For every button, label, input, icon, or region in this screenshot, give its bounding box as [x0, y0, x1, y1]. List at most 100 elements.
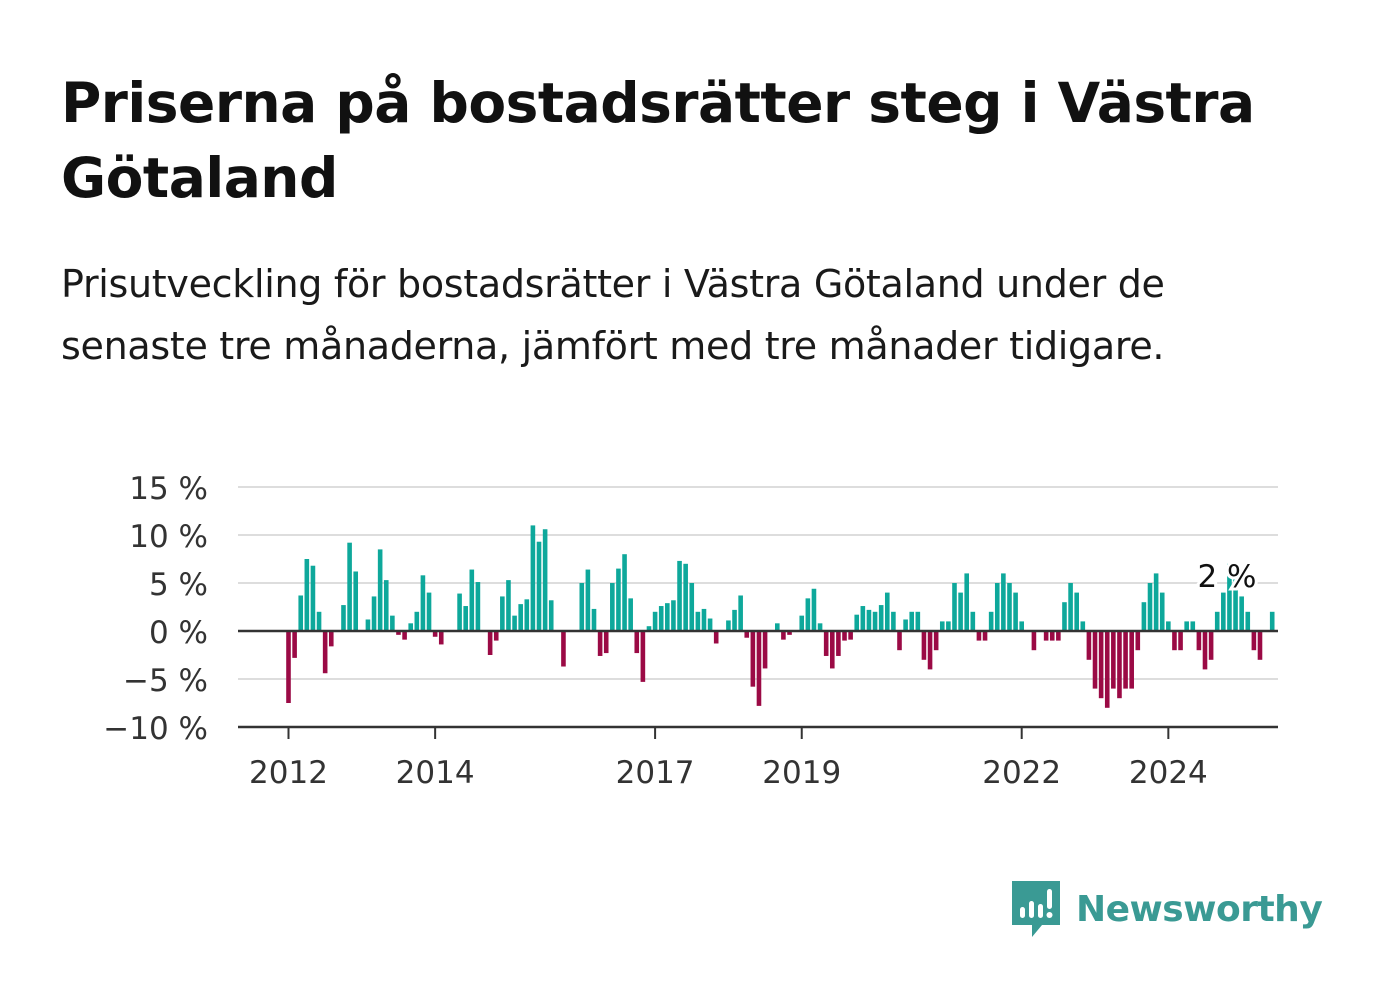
bar — [646, 626, 652, 631]
bar — [1092, 631, 1098, 689]
bar — [457, 593, 462, 631]
x-tick-label: 2024 — [1129, 755, 1208, 791]
bar — [994, 583, 1000, 631]
bar — [671, 600, 676, 631]
newsworthy-logo-icon — [1012, 881, 1060, 937]
bar — [463, 606, 468, 631]
bar — [524, 599, 530, 631]
bar — [665, 603, 670, 631]
bar — [438, 631, 444, 645]
bar — [365, 619, 371, 631]
bar — [829, 631, 835, 669]
bar — [1227, 563, 1232, 631]
y-tick-label: 15 % — [129, 471, 208, 507]
bar — [353, 571, 359, 631]
bar — [1056, 631, 1061, 641]
bar — [512, 615, 517, 631]
x-tick-label: 2014 — [396, 755, 475, 791]
bar — [891, 611, 896, 631]
bar — [1172, 631, 1177, 651]
bar — [976, 631, 982, 641]
bar — [866, 609, 872, 631]
bar — [842, 631, 847, 641]
x-tick-label: 2019 — [762, 755, 841, 791]
bar — [958, 592, 963, 631]
bar — [726, 620, 731, 631]
bar — [811, 588, 817, 631]
bar — [408, 623, 413, 631]
bar — [652, 611, 658, 631]
bar — [432, 631, 438, 637]
bar — [1190, 621, 1196, 631]
bar — [658, 606, 664, 631]
bar — [640, 631, 646, 682]
bar — [634, 631, 640, 654]
bar — [1196, 631, 1202, 651]
bar — [371, 596, 377, 631]
bar — [292, 631, 297, 658]
bar — [390, 615, 395, 631]
bar — [347, 542, 352, 631]
bar — [1001, 573, 1006, 631]
price-change-chart: 15 % 10 % 5 % 0 % −5 % −10 % 2012 2014 2017 2019 2… — [103, 471, 1278, 791]
bar — [909, 611, 915, 631]
bar — [1245, 611, 1251, 631]
bar — [561, 631, 566, 667]
y-tick-label: −5 % — [123, 663, 208, 699]
bar — [341, 605, 346, 631]
bar — [799, 615, 805, 631]
bar — [475, 582, 481, 631]
bar — [1104, 631, 1110, 708]
bar — [622, 554, 627, 631]
bar — [713, 631, 719, 644]
bar — [1147, 583, 1153, 631]
bar — [328, 631, 334, 647]
bar — [585, 569, 591, 631]
bar — [915, 611, 921, 631]
bar — [1239, 596, 1244, 631]
bar — [1031, 631, 1037, 651]
bar — [1123, 631, 1128, 689]
bar — [897, 631, 902, 651]
bar — [1159, 592, 1165, 631]
bar — [298, 595, 304, 631]
bar — [1080, 621, 1086, 631]
bar — [1062, 602, 1067, 631]
bar — [493, 631, 499, 641]
bar — [775, 623, 780, 631]
bar — [884, 592, 890, 631]
bar — [322, 631, 328, 674]
bar — [787, 631, 792, 635]
bar — [1153, 573, 1159, 631]
bar — [304, 559, 310, 631]
bar — [970, 611, 976, 631]
bar — [1178, 631, 1183, 651]
bar — [1251, 631, 1257, 651]
bar — [677, 560, 682, 631]
brand: Newsworthy — [1010, 878, 1323, 940]
bar — [1129, 631, 1134, 689]
bar — [939, 621, 945, 631]
y-tick-label: 10 % — [129, 519, 208, 555]
bar — [1202, 631, 1208, 670]
bar — [1068, 583, 1073, 631]
bar — [1257, 631, 1263, 660]
bar — [591, 608, 597, 631]
bar — [738, 595, 743, 631]
y-tick-label: 5 % — [149, 567, 208, 603]
bar — [836, 631, 841, 656]
bar — [506, 580, 511, 631]
page-subtitle: Prisutveckling för bostadsrätter i Västr… — [61, 262, 1165, 368]
bar — [695, 611, 701, 631]
bar — [420, 575, 426, 631]
bar — [903, 619, 908, 631]
bar — [603, 631, 609, 654]
bar — [860, 606, 866, 631]
bar — [854, 614, 860, 631]
y-tick-label: 0 % — [149, 615, 208, 651]
bar — [597, 631, 603, 656]
bar — [781, 631, 786, 640]
bar — [536, 541, 542, 631]
bar — [500, 596, 505, 631]
bar — [1049, 631, 1055, 641]
